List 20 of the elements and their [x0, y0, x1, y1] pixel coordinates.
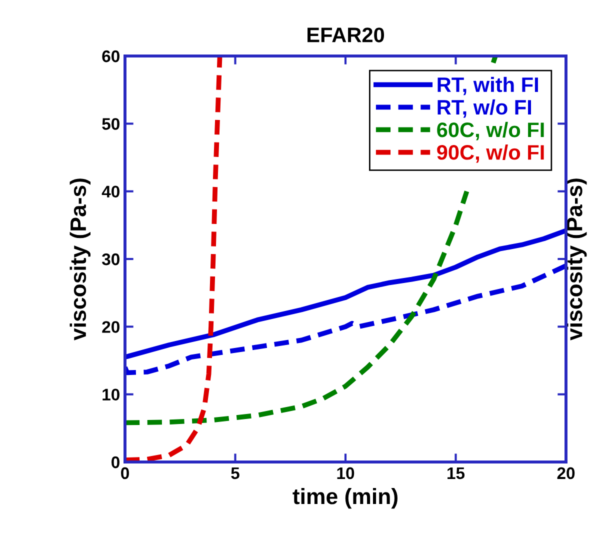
- y-tick-label: 30: [102, 253, 120, 266]
- y-tick-label: 60: [102, 50, 120, 62]
- x-tick-label: 5: [231, 467, 240, 480]
- legend-label: RT, w/o FI: [438, 99, 532, 118]
- legend-label: 90C, w/o FI: [437, 144, 544, 163]
- x-tick-label: 15: [448, 467, 465, 480]
- y-tick-label: 10: [102, 388, 120, 401]
- x-axis-title: time (min): [292, 488, 398, 509]
- y-axis-title: viscosity (Pa-s): [70, 178, 90, 340]
- x-tick-label: 0: [121, 467, 129, 480]
- x-tick-label: 10: [337, 467, 354, 480]
- y-tick-label: 20: [102, 321, 120, 333]
- x-tick-label: 20: [557, 467, 575, 480]
- chart-title: EFAR20: [308, 28, 384, 42]
- y2-axis-title: viscosity (Pa-s): [566, 178, 587, 340]
- legend-label: 60C, w/o FI: [437, 122, 544, 140]
- y-tick-label: 0: [112, 456, 120, 468]
- y-tick-label: 50: [102, 118, 120, 130]
- legend-label: RT, with FI: [438, 76, 538, 96]
- y-tick-label: 40: [102, 186, 120, 198]
